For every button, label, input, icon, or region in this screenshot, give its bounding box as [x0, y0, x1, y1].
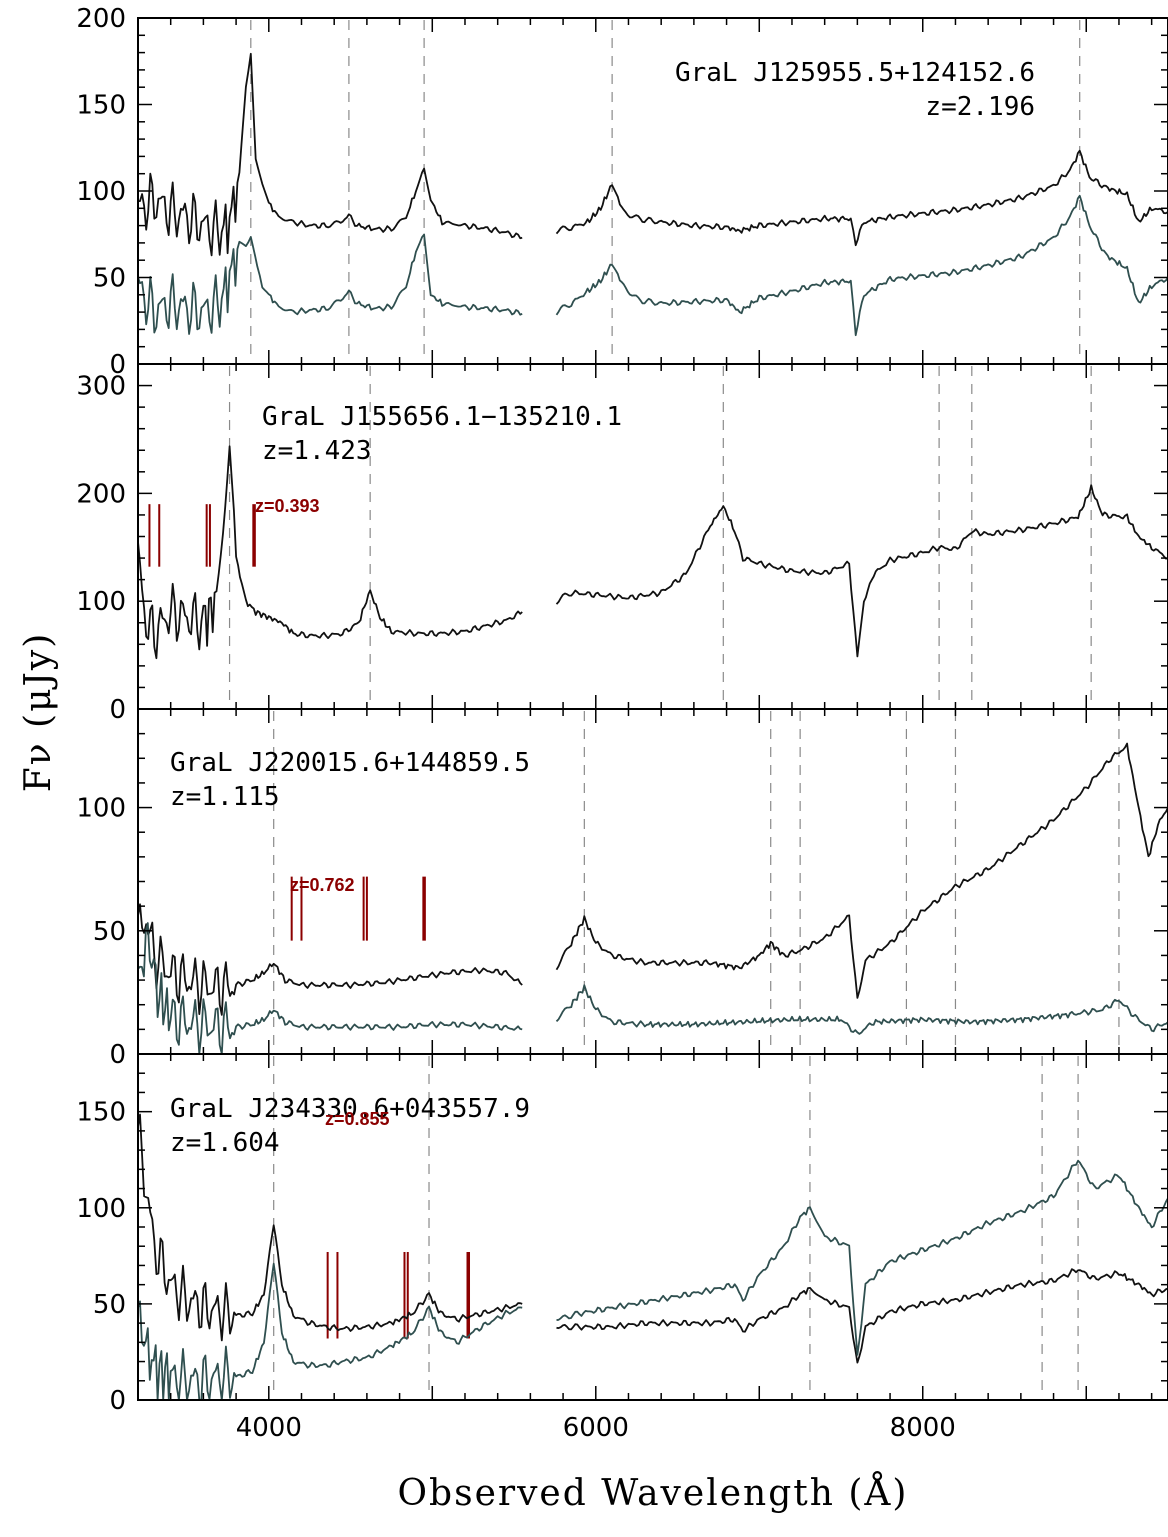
y-tick-label: 150	[76, 1098, 126, 1128]
panel-2: 0 100 200 300	[76, 363, 1168, 725]
spectrum-secondary	[555, 194, 1168, 337]
x-tick-label: 8000	[890, 1413, 956, 1443]
panel-3-redshift: z=1.115	[170, 782, 280, 812]
y-tick-label: 100	[76, 177, 126, 207]
spectrum-primary	[555, 149, 1168, 247]
y-tick-label: 0	[109, 1040, 126, 1070]
panel-1: 0 50 100 150 200	[76, 4, 1168, 380]
panel-3-absorber-label: z=0.762	[290, 875, 355, 895]
y-tick-label: 50	[93, 917, 126, 947]
y-tick-label: 100	[76, 587, 126, 617]
y-tick-label: 0	[109, 1386, 126, 1416]
spectrum-primary	[137, 1113, 523, 1342]
y-tick-label: 200	[76, 479, 126, 509]
x-axis-title: Observed Wavelength (Å)	[398, 1472, 909, 1514]
y-tick-label: 50	[93, 264, 126, 294]
y-tick-label: 150	[76, 91, 126, 121]
panel-2-absorber-label: z=0.393	[255, 496, 320, 516]
y-tick-label: 0	[109, 695, 126, 725]
y-tick-label: 300	[76, 372, 126, 402]
panel-1-redshift: z=2.196	[925, 92, 1035, 122]
spectrum-primary	[137, 903, 523, 1016]
spectrum-secondary	[556, 1159, 1168, 1356]
y-tick-label: 200	[76, 4, 126, 34]
x-tick-label: 4000	[236, 1413, 302, 1443]
y-tick-label: 50	[93, 1290, 126, 1320]
spectrum-primary	[556, 1268, 1168, 1364]
spectrum-primary	[137, 445, 523, 660]
spectrum-secondary	[555, 984, 1168, 1035]
y-tick-label: 0	[109, 350, 126, 380]
spectrum-secondary	[137, 1262, 523, 1401]
spectrum-primary	[555, 484, 1168, 658]
panel-4: 0 50 100 150 4000 6000 8000	[76, 1053, 1168, 1443]
y-tick-label: 100	[76, 794, 126, 824]
y-tick-label: 100	[76, 1194, 126, 1224]
panel-3-title: GraL J220015.6+144859.5	[170, 748, 530, 778]
panel-1-title: GraL J125955.5+124152.6	[675, 58, 1035, 88]
x-tick-label: 6000	[563, 1413, 629, 1443]
panel-2-title: GraL J155656.1−135210.1	[262, 402, 622, 432]
y-axis-title: Fν (μJy)	[18, 632, 59, 793]
spectrum-secondary	[137, 922, 523, 1055]
panel-4-title: GraL J234330.6+043557.9	[170, 1094, 530, 1124]
spectrum-primary	[555, 742, 1168, 999]
panel-2-redshift: z=1.423	[262, 436, 372, 466]
panel-4-absorber-label: z=0.855	[325, 1109, 390, 1129]
spectrum-secondary	[137, 233, 523, 335]
spectrum-primary	[138, 52, 523, 257]
spectra-panels: 0501001502000100200300050100050100150400…	[76, 4, 1168, 1443]
panel-4-redshift: z=1.604	[170, 1128, 280, 1158]
